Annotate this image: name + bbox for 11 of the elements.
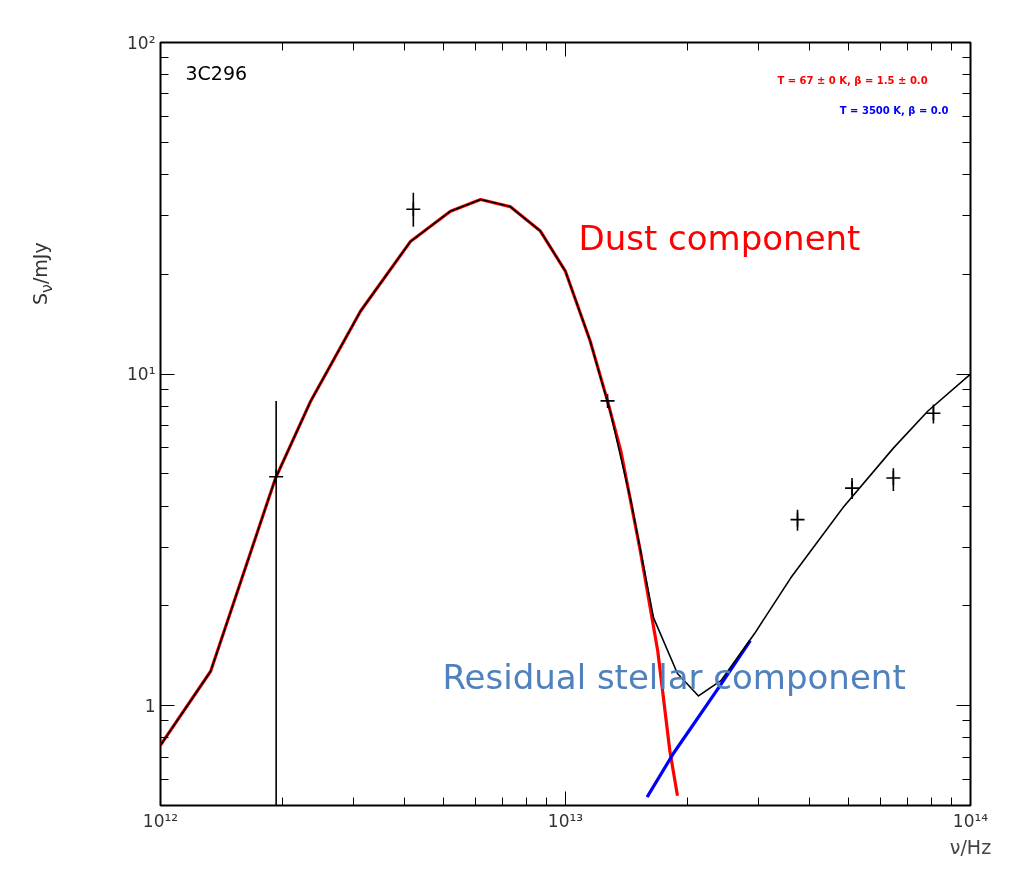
annotation: T = 67 ± 0 K, β = 1.5 ± 0.0: [777, 75, 928, 86]
annotation: 3C296: [185, 61, 248, 84]
annotation: Dust component: [578, 217, 861, 258]
y-tick-label: 10¹: [127, 364, 156, 385]
y-tick-label: 1: [144, 695, 156, 716]
annotation: T = 3500 K, β = 0.0: [839, 105, 949, 116]
x-axis-title: ν/Hz: [949, 835, 992, 858]
x-tick-label: 10¹³: [547, 810, 584, 831]
y-tick-label: 10²: [127, 32, 156, 53]
x-tick-label: 10¹⁴: [952, 810, 989, 831]
x-tick-label: 10¹²: [142, 810, 179, 831]
